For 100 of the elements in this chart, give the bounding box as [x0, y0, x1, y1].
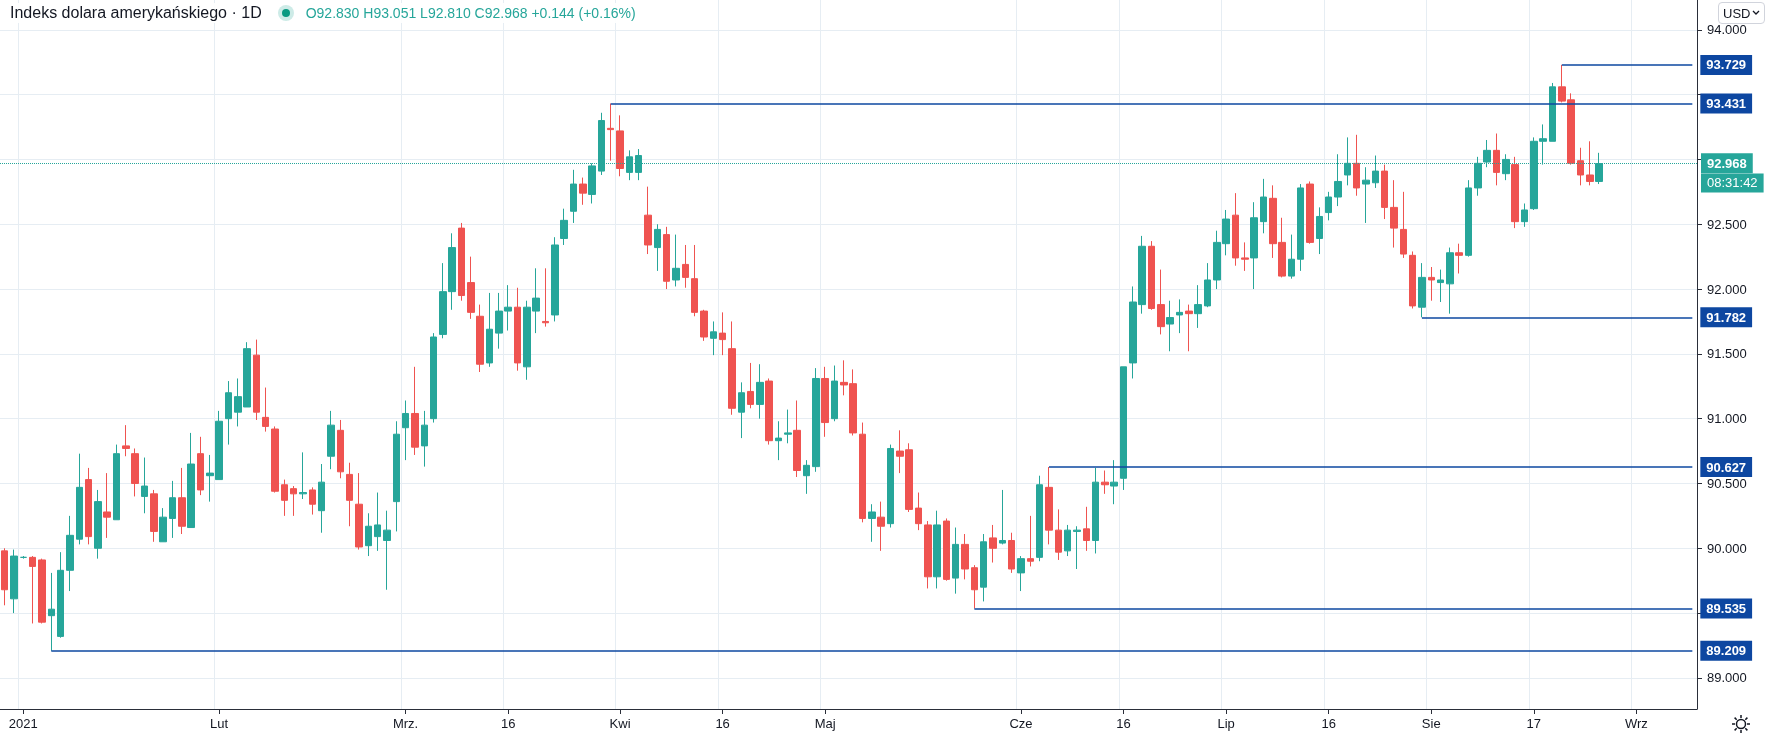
candlestick	[691, 244, 698, 317]
text: USD	[1723, 5, 1751, 21]
candlestick	[672, 234, 680, 287]
candlestick	[1586, 140, 1594, 186]
candlestick	[1455, 243, 1463, 274]
candlestick	[281, 479, 288, 517]
candlestick	[1288, 234, 1295, 280]
candlestick	[542, 267, 549, 328]
text: 08:31:42	[1707, 174, 1758, 190]
candlestick	[1194, 284, 1202, 329]
candlestick	[337, 419, 344, 479]
candlestick	[812, 367, 820, 473]
x-tick-label: Cze	[1009, 716, 1033, 731]
candlestick	[756, 363, 764, 420]
chart-title: Indeks dolara amerykańskiego · 1D	[10, 4, 262, 22]
ref-line-label: 90.627	[1706, 459, 1747, 475]
candlestick	[1493, 133, 1500, 186]
candlestick	[803, 459, 810, 495]
candlestick	[654, 223, 661, 272]
y-tick-label: 91.000	[1707, 411, 1747, 427]
candlestick	[1390, 179, 1398, 249]
candlestick	[10, 549, 18, 614]
candlestick	[1120, 366, 1127, 491]
chart-subtitle: O92.830 H93.051 L92.810 C92.968 +0.144 (+0.16%)	[305, 5, 636, 21]
candlestick	[1465, 179, 1472, 258]
candlestick	[103, 472, 111, 539]
candlestick	[430, 332, 437, 424]
candlestick	[1297, 183, 1304, 272]
ref-line-label: 89.209	[1706, 643, 1747, 659]
y-tick-label: 89.000	[1707, 670, 1747, 686]
x-tick-label: Wrz	[1624, 716, 1648, 731]
candlestick	[1232, 192, 1239, 267]
candlestick	[1362, 166, 1370, 224]
candlestick	[1511, 156, 1519, 229]
candlestick	[952, 527, 959, 595]
candlestick	[1157, 269, 1165, 335]
candlestick	[765, 377, 773, 446]
candlestick	[141, 457, 148, 514]
candlestick	[1260, 178, 1267, 234]
candlestick	[346, 462, 353, 527]
candlestick	[1073, 525, 1081, 570]
candlestick	[1428, 266, 1435, 302]
ref-line-label: 89.535	[1706, 601, 1747, 617]
candlestick	[421, 410, 428, 468]
candlestick	[644, 186, 652, 255]
candlestick	[1325, 191, 1332, 221]
candlestick	[1185, 304, 1193, 352]
candlestick	[616, 114, 624, 177]
candlestick	[793, 400, 801, 478]
candlestick	[365, 512, 372, 557]
candlestick	[1241, 241, 1249, 272]
candlestick	[915, 492, 922, 531]
candlestick	[663, 226, 670, 290]
candlestick	[374, 492, 381, 552]
ref-line-label: 91.782	[1706, 309, 1747, 325]
candlestick	[719, 311, 726, 356]
x-tick-label: 17	[1526, 716, 1542, 731]
candlestick	[989, 524, 997, 564]
candlestick	[887, 444, 894, 529]
candlestick	[318, 463, 325, 534]
candlestick	[1204, 262, 1211, 308]
candlestick	[411, 366, 419, 456]
candlestick	[607, 103, 614, 162]
candlestick	[48, 572, 55, 652]
candlestick	[197, 436, 204, 496]
candlestick	[458, 222, 465, 302]
x-tick-label: Maj	[814, 716, 836, 731]
candlestick	[747, 362, 754, 409]
ref-line-label: 93.729	[1706, 57, 1747, 73]
candlestick	[700, 309, 708, 342]
candlestick	[831, 365, 838, 422]
ref-line-label: 92.968	[1707, 155, 1747, 171]
candlestick	[682, 244, 689, 289]
candlestick	[113, 444, 120, 521]
candlestick	[159, 507, 167, 543]
candlestick	[738, 381, 745, 439]
candlestick	[309, 486, 316, 516]
candlestick	[1176, 298, 1183, 334]
candlestick	[924, 520, 932, 589]
candlestick	[1409, 250, 1416, 309]
candlestick	[1064, 524, 1071, 557]
candlestick	[1250, 201, 1258, 290]
candlestick	[784, 409, 792, 444]
candlestick	[178, 467, 186, 535]
candlestick	[299, 451, 307, 500]
candlestick	[38, 558, 46, 624]
candlestick	[728, 320, 736, 416]
candlestick	[551, 236, 559, 322]
candlestick	[29, 555, 36, 624]
candlestick	[383, 510, 391, 591]
candlestick	[94, 489, 102, 560]
x-tick-label: 16	[1321, 716, 1336, 731]
candlestick	[393, 420, 400, 532]
candlestick	[327, 410, 335, 470]
candlestick	[961, 533, 969, 580]
candlestick	[877, 501, 885, 552]
candlestick	[253, 339, 260, 421]
y-tick-label: 92.000	[1707, 281, 1747, 297]
candlestick	[290, 485, 297, 517]
candlestick	[486, 292, 493, 368]
